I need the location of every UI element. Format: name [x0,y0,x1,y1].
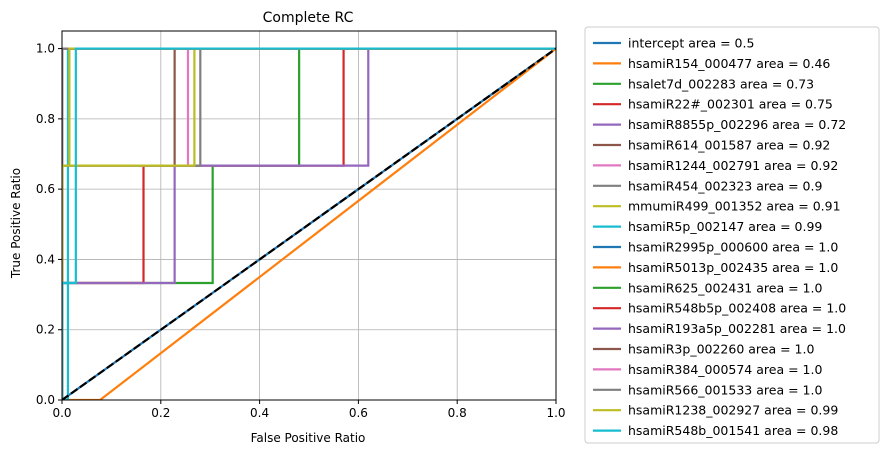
x-tick-label: 1.0 [546,406,565,420]
legend-label: hsamiR1238_002927 area = 0.99 [628,403,838,418]
legend-label: hsamiR193a5p_002281 area = 1.0 [628,321,846,336]
grid [61,31,557,401]
series-line-19 [62,47,556,400]
legend: intercept area = 0.5 hsamiR154_000477 are… [584,26,880,444]
chart-title: Complete RC [263,10,354,26]
legend-label: hsamiR1244_002791 area = 0.92 [628,158,838,173]
y-axis-label: True Positive Ratio [9,168,23,279]
x-tick-label: 0.6 [349,406,368,420]
y-tick-label: 0.8 [36,112,55,126]
legend-label: hsamiR5p_002147 area = 0.99 [628,219,822,234]
legend-label: hsamiR454_002323 area = 0.9 [628,178,822,193]
y-tick-label: 0.6 [36,182,55,196]
legend-label: hsamiR384_000574 area = 1.0 [628,362,822,377]
legend-label: mmumiR499_001352 area = 0.91 [628,199,841,214]
legend-label: hsalet7d_002283 area = 0.73 [628,76,814,91]
legend-label: hsamiR8855p_002296 area = 0.72 [628,117,846,132]
y-tick-label: 0.4 [36,252,55,266]
series-line-1 [62,47,556,400]
y-tick-label: 1.0 [36,42,55,56]
plot-frame [61,30,557,401]
legend-label: hsamiR566_001533 area = 1.0 [628,382,822,397]
legend-label: hsamiR3p_002260 area = 1.0 [628,342,814,357]
legend-label: hsamiR2995p_000600 area = 1.0 [628,240,838,255]
series-lines [62,47,556,400]
x-tick-label: 0.2 [151,406,170,420]
y-tick-label: 0.0 [36,393,55,407]
legend-label: hsamiR548b_001541 area = 0.98 [628,423,838,438]
x-tick-label: 0.8 [448,406,467,420]
legend-label: intercept area = 0.5 [628,36,754,51]
diagonal-reference-line [62,47,556,400]
x-tick-label: 0.0 [52,406,71,420]
x-axis-ticks: 0.0 0.2 0.4 0.6 0.8 1.0 [52,400,566,420]
x-tick-label: 0.4 [250,406,269,420]
legend-box [584,26,880,444]
y-axis-ticks: 0.0 0.2 0.4 0.6 0.8 1.0 [36,42,62,407]
x-axis-label: False Positive Ratio [251,431,366,445]
legend-label: hsamiR625_002431 area = 1.0 [628,280,822,295]
legend-label: hsamiR5013p_002435 area = 1.0 [628,260,838,275]
legend-label: hsamiR614_001587 area = 0.92 [628,138,830,153]
y-tick-label: 0.2 [36,323,55,337]
legend-label: hsamiR22#_002301 area = 0.75 [628,97,833,112]
plot-area [62,47,556,400]
legend-label: hsamiR154_000477 area = 0.46 [628,56,830,71]
legend-label: hsamiR548b5p_002408 area = 1.0 [628,301,846,316]
